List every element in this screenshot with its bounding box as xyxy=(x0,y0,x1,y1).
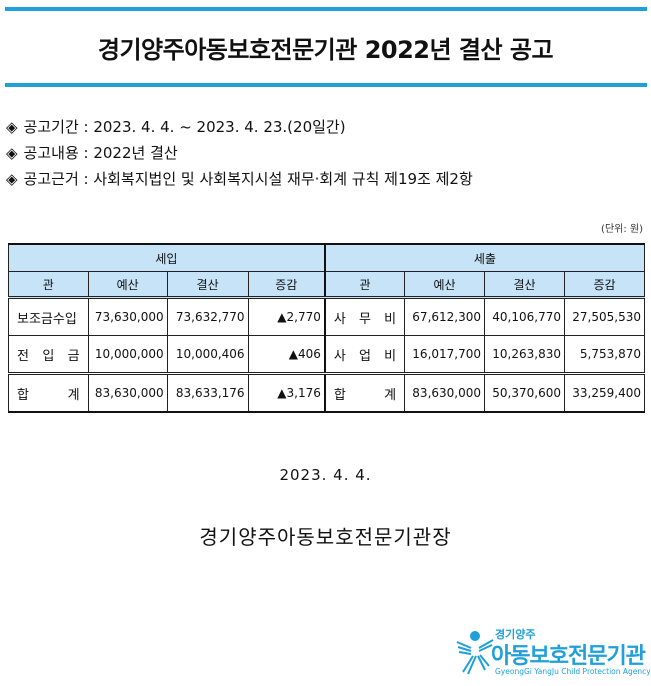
page-title: 경기양주아동보호전문기관 2022년 결산 공고 xyxy=(97,36,554,64)
cell: 67,612,300 xyxy=(404,297,486,336)
diamond-icon: ◈ xyxy=(6,118,18,136)
cell: 사 업 비 xyxy=(323,335,406,374)
notice-basis: ◈ 공고근거 : 사회복지법인 및 사회복지시설 재무·회계 규칙 제19조 제2… xyxy=(6,168,473,189)
column-header: 예산 xyxy=(404,271,486,299)
column-header: 증감 xyxy=(247,271,326,299)
total-row: 합 계 83,630,000 83,633,176 ▲3,176 합 계 83,… xyxy=(8,372,646,413)
notice-content: ◈ 공고내용 : 2022년 결산 xyxy=(6,142,178,163)
notice-date: 2023. 4. 4. xyxy=(279,466,372,484)
table-row: 보조금수입 73,630,000 73,632,770 ▲2,770 사 무 비… xyxy=(8,297,646,336)
title-divider xyxy=(5,83,647,87)
cell: 합 계 xyxy=(8,372,89,413)
notice-period-text: 공고기간 : 2023. 4. 4. ~ 2023. 4. 23.(20일간) xyxy=(23,118,346,136)
notice-basis-text: 공고근거 : 사회복지법인 및 사회복지시설 재무·회계 규칙 제19조 제2항 xyxy=(23,170,473,188)
diamond-icon: ◈ xyxy=(6,170,18,188)
logo-line2: 아동보호전문기관 xyxy=(491,644,646,669)
notice-content-text: 공고내용 : 2022년 결산 xyxy=(23,144,178,162)
column-header: 관 xyxy=(323,271,406,299)
agency-logo: 경기양주 아동보호전문기관 GyeongGi YangJu Child Prot… xyxy=(455,624,651,684)
column-header: 결산 xyxy=(484,271,565,299)
column-header: 관 xyxy=(8,271,89,299)
cell: 사 무 비 xyxy=(323,297,406,336)
logo-line3: GyeongGi YangJu Child Protection Agency xyxy=(495,667,651,676)
cell: ▲406 xyxy=(247,335,326,374)
cell: 83,630,000 xyxy=(404,372,486,413)
cell: 보조금수입 xyxy=(8,297,89,336)
cell: 합 계 xyxy=(323,372,406,413)
top-divider xyxy=(5,7,647,11)
revenue-group-header: 세입 xyxy=(7,243,326,272)
cell: 전 입 금 xyxy=(8,335,89,374)
cell: ▲2,770 xyxy=(247,297,326,336)
column-header: 예산 xyxy=(87,271,168,299)
cell: 73,630,000 xyxy=(87,297,168,336)
cell: 50,370,600 xyxy=(484,372,565,413)
cell: 10,000,406 xyxy=(166,335,249,374)
unit-label: (단위: 원) xyxy=(601,224,643,235)
cell: 16,017,700 xyxy=(404,335,486,374)
settlement-table: 세입 세출 관 예산 결산 증감 관 예산 결산 증감 보조금수입 73,630… xyxy=(7,243,646,413)
cell: 10,000,000 xyxy=(87,335,168,374)
expense-group-header: 세출 xyxy=(323,243,645,272)
notice-period: ◈ 공고기간 : 2023. 4. 4. ~ 2023. 4. 23.(20일간) xyxy=(6,116,346,137)
diamond-icon: ◈ xyxy=(6,144,18,162)
cell: 40,106,770 xyxy=(484,297,565,336)
cell: 73,632,770 xyxy=(166,297,249,336)
column-header: 증감 xyxy=(563,271,646,299)
cell: 33,259,400 xyxy=(563,372,646,413)
cell: 83,630,000 xyxy=(87,372,168,413)
column-header: 결산 xyxy=(166,271,249,299)
signer: 경기양주아동보호전문기관장 xyxy=(199,525,452,549)
cell: 10,263,830 xyxy=(484,335,565,374)
logo-line1: 경기양주 xyxy=(495,628,536,641)
table-row: 전 입 금 10,000,000 10,000,406 ▲406 사 업 비 1… xyxy=(8,335,646,374)
cell: 83,633,176 xyxy=(166,372,249,413)
cell: 5,753,870 xyxy=(563,335,646,374)
cell: 27,505,530 xyxy=(563,297,646,336)
child-figure-icon xyxy=(456,631,494,675)
cell: ▲3,176 xyxy=(247,372,326,413)
